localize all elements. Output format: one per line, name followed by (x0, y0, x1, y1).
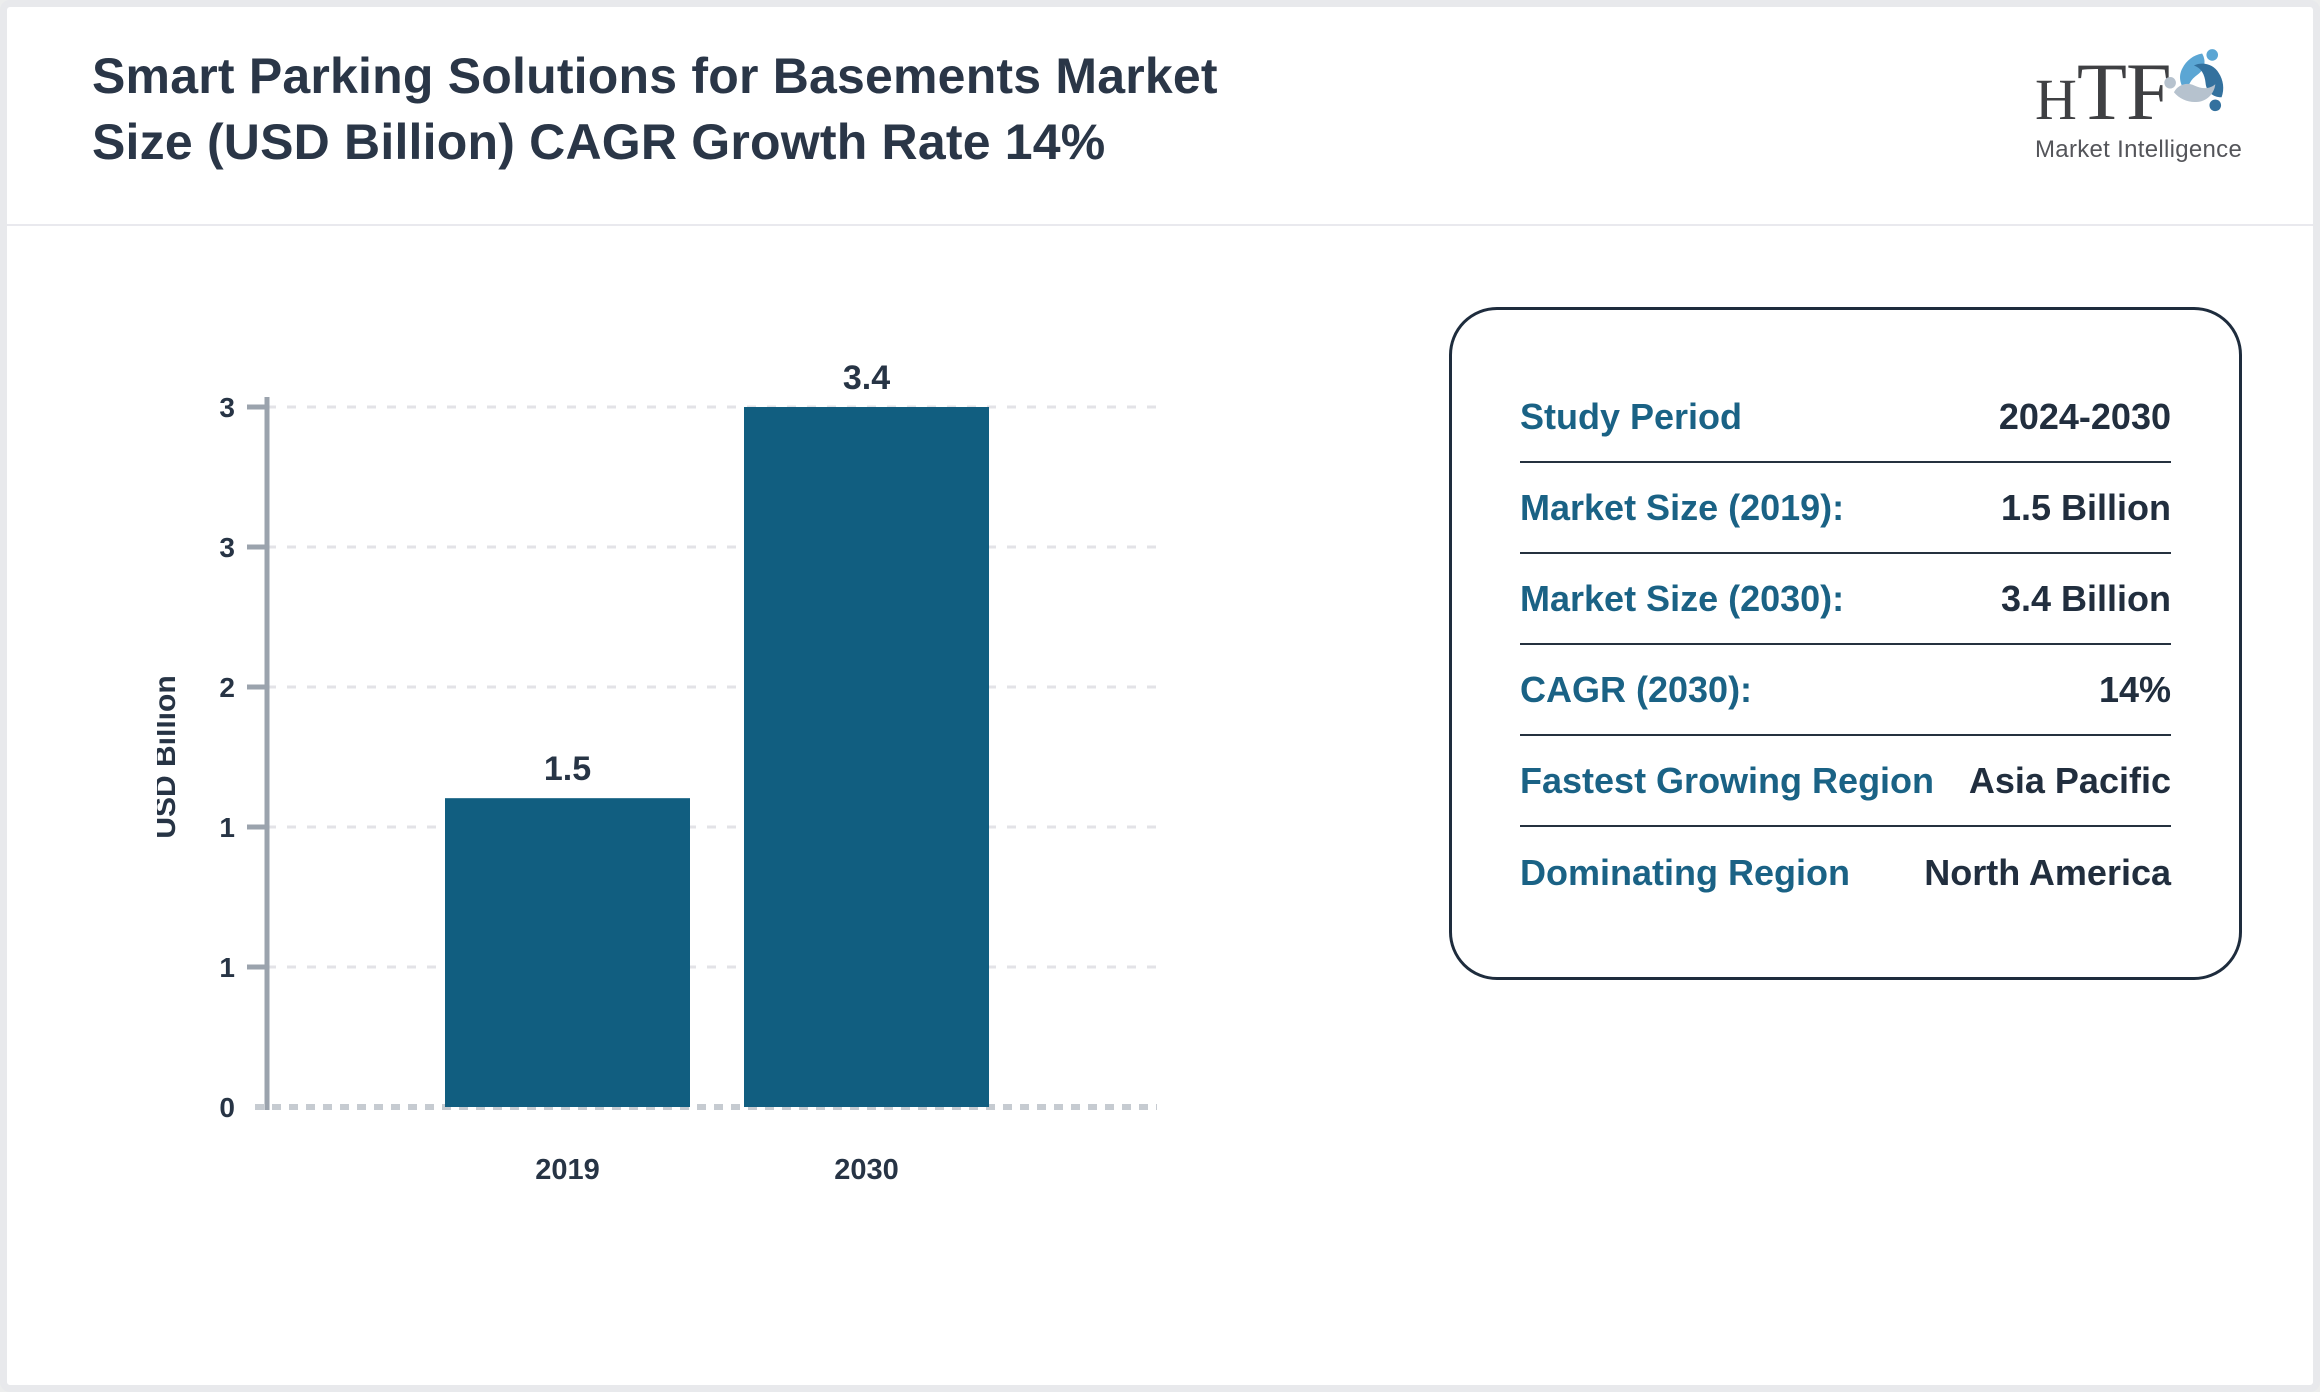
x-category-label: 2019 (535, 1154, 600, 1186)
info-row-value: 1.5 Billion (2000, 486, 2171, 528)
info-row-value: 2024-2030 (1998, 395, 2171, 437)
logo-subtext: Market Intelligence (2035, 136, 2243, 163)
info-row-value: 14% (2098, 668, 2171, 710)
page-title: Smart Parking Solutions for Basements Ma… (92, 48, 1218, 170)
y-tick-label: 3 (219, 532, 235, 563)
bar-2019 (445, 798, 690, 1107)
y-tick-label: 0 (219, 1092, 235, 1123)
bar-chart: 0 1 1 2 3 3 1.5 2019 3.4 2030 USD Billion (149, 337, 1207, 1217)
info-row-value: 3.4 Billion (2000, 577, 2171, 619)
info-row: Fastest Growing Region Asia Pacific (1520, 736, 2171, 827)
header: Smart Parking Solutions for Basements Ma… (7, 7, 2313, 226)
info-row-label: Study Period (1520, 395, 1743, 437)
info-row-label: Dominating Region (1520, 851, 1850, 893)
info-row-label: CAGR (2030): (1520, 668, 1753, 710)
logo-swirl-icon (2163, 49, 2223, 112)
info-row: Study Period 2024-2030 (1520, 372, 2171, 463)
info-row: Dominating Region North America (1520, 827, 2171, 918)
chart-svg: 0 1 1 2 3 3 1.5 2019 3.4 2030 USD Billion (149, 359, 1157, 1186)
info-row: Market Size (2019): 1.5 Billion (1520, 463, 2171, 554)
info-row-label: Fastest Growing Region (1520, 759, 1935, 801)
bar-value-label: 1.5 (544, 750, 591, 788)
logo-text: HTF (2035, 46, 2172, 137)
y-tick-label: 3 (219, 392, 235, 423)
info-row: Market Size (2030): 3.4 Billion (1520, 554, 2171, 645)
info-row-value: North America (1924, 851, 2171, 893)
bar-2030 (744, 407, 989, 1107)
logo: HTF Market Intelligence (2035, 37, 2243, 164)
y-tick-label: 2 (219, 672, 235, 703)
y-tick-label: 1 (219, 952, 235, 983)
info-row-label: Market Size (2030): (1520, 577, 1845, 619)
info-row: CAGR (2030): 14% (1520, 645, 2171, 736)
info-row-value: Asia Pacific (1968, 759, 2171, 801)
x-category-label: 2030 (834, 1154, 899, 1186)
y-axis-title: USD Billion (157, 675, 182, 838)
info-panel: Study Period 2024-2030 Market Size (2019… (1449, 307, 2242, 980)
bar-value-label: 3.4 (843, 359, 890, 397)
info-row-label: Market Size (2019): (1520, 486, 1845, 528)
y-tick-label: 1 (219, 812, 235, 843)
